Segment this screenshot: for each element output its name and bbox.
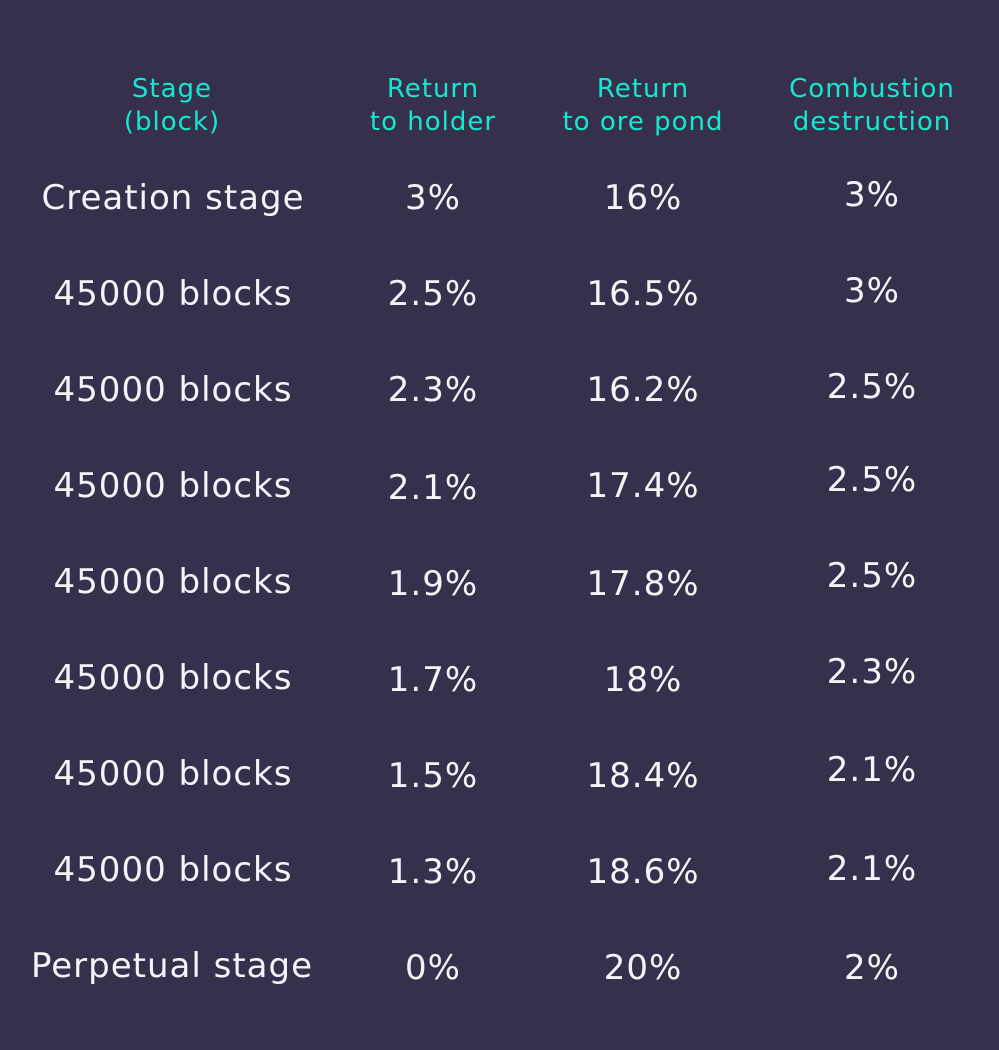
row-9-return-ore-pond: 20% — [603, 948, 683, 988]
row-9-stage: Perpetual stage — [30, 946, 314, 986]
row-5-stage: 45000 blocks — [53, 562, 293, 602]
row-1-return-ore-pond: 16% — [603, 178, 683, 218]
header-return-ore-pond-line1: Return — [596, 74, 690, 104]
row-3-combustion: 2.5% — [826, 367, 918, 407]
row-8-combustion: 2.1% — [826, 849, 918, 889]
row-1-stage: Creation stage — [41, 178, 305, 218]
row-2-return-ore-pond: 16.5% — [586, 274, 700, 314]
row-3-stage: 45000 blocks — [53, 370, 293, 410]
header-combustion-destruction-line2: destruction — [792, 107, 952, 137]
row-7-return-ore-pond: 18.4% — [586, 756, 700, 796]
row-9-return-holder: 0% — [405, 948, 461, 988]
header-combustion-destruction: Combustion destruction — [789, 73, 955, 139]
row-7-combustion: 2.1% — [826, 750, 918, 790]
header-return-ore-pond-line2: to ore pond — [562, 107, 724, 137]
header-combustion-destruction-line1: Combustion — [789, 74, 955, 104]
row-7-return-holder: 1.5% — [387, 756, 479, 796]
row-3-return-holder: 2.3% — [387, 370, 479, 410]
row-2-combustion: 3% — [844, 271, 900, 311]
row-1-return-holder: 3% — [405, 178, 461, 218]
row-4-return-ore-pond: 17.4% — [586, 466, 700, 506]
header-stage-line1: Stage — [131, 74, 213, 104]
row-5-return-ore-pond: 17.8% — [586, 564, 700, 604]
header-stage-line2: (block) — [123, 107, 221, 137]
row-3-return-ore-pond: 16.2% — [586, 370, 700, 410]
row-8-return-ore-pond: 18.6% — [586, 852, 700, 892]
row-2-stage: 45000 blocks — [53, 274, 293, 314]
row-6-combustion: 2.3% — [826, 652, 918, 692]
row-1-combustion: 3% — [844, 175, 900, 215]
row-6-stage: 45000 blocks — [53, 658, 293, 698]
row-5-combustion: 2.5% — [826, 556, 918, 596]
header-return-holder-line2: to holder — [369, 107, 497, 137]
row-6-return-holder: 1.7% — [387, 660, 479, 700]
header-return-ore-pond: Return to ore pond — [562, 73, 723, 139]
row-5-return-holder: 1.9% — [387, 564, 479, 604]
header-stage: Stage (block) — [124, 73, 220, 139]
header-return-holder: Return to holder — [370, 73, 496, 139]
header-return-holder-line1: Return — [386, 74, 480, 104]
row-6-return-ore-pond: 18% — [603, 660, 683, 700]
row-2-return-holder: 2.5% — [387, 274, 479, 314]
row-4-combustion: 2.5% — [826, 460, 918, 500]
row-4-return-holder: 2.1% — [387, 468, 479, 508]
row-9-combustion: 2% — [844, 948, 900, 988]
row-8-stage: 45000 blocks — [53, 850, 293, 890]
row-7-stage: 45000 blocks — [53, 754, 293, 794]
row-4-stage: 45000 blocks — [53, 466, 293, 506]
row-8-return-holder: 1.3% — [387, 852, 479, 892]
